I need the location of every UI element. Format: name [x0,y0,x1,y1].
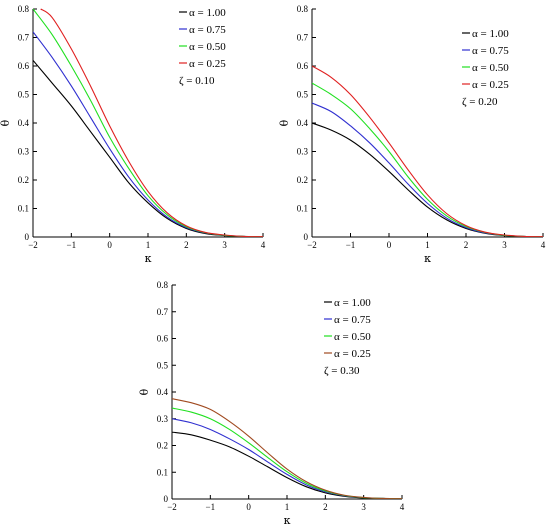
parameter-annotation: ζ = 0.30 [324,365,360,377]
x-tick-label: 2 [323,502,328,512]
x-tick-label: 1 [146,240,151,250]
legend-entry: α = 1.00 [472,28,509,40]
legend-entry: α = 0.75 [334,314,371,326]
y-tick-label: 0.2 [297,175,308,185]
chart-panel-2: −2 −1 0 1 2 3 4 0 0.1 0.2 0.3 0.4 0.5 0.6 0.7 0.8 κ θ α = … [278,4,546,265]
y-tick-label: 0.5 [157,360,169,370]
x-tick-label: 2 [184,240,189,250]
y-tick-label: 0 [304,232,309,242]
y-tick-label: 0.3 [157,414,169,424]
y-tick-label: 0.4 [297,118,309,128]
x-tick-label: 4 [400,502,405,512]
x-tick-label: 0 [107,240,112,250]
x-tick-label: 0 [246,502,251,512]
series-line-1 [33,59,263,237]
y-tick-label: 0.2 [18,175,29,185]
x-tick-label: 1 [285,502,290,512]
x-tick-label: 0 [387,240,392,250]
legend-entry: α = 0.75 [472,45,509,57]
legend-entry: α = 1.00 [334,297,371,309]
y-tick-label: 0.5 [297,90,309,100]
x-tick-label: 3 [361,502,366,512]
y-tick-label: 0.3 [297,147,309,157]
legend-entry: α = 0.25 [189,58,226,70]
y-tick-label: 0.1 [297,204,308,214]
y-axis-title: θ [278,119,291,126]
x-tick-label: 4 [541,240,546,250]
y-tick-label: 0.6 [297,61,309,71]
chart-panel-3: −2 −1 0 1 2 3 4 0 0.1 0.2 0.3 0.4 0.5 0.6 0.7 0.8 κ θ α = … [138,280,405,527]
y-axis-title: θ [0,119,12,126]
x-tick-label: 3 [502,240,507,250]
y-tick-label: 0.6 [157,334,169,344]
legend-entry: α = 0.50 [334,331,371,343]
y-tick-label: 0.8 [18,4,30,14]
y-tick-label: 0.3 [18,147,30,157]
x-tick-label: 1 [425,240,430,250]
series-line-4 [172,398,402,499]
x-axis-title: κ [145,252,152,265]
x-tick-label: 3 [222,240,227,250]
x-tick-label: −1 [67,240,77,250]
legend-entry: α = 0.25 [472,79,509,91]
legend-entry: α = 1.00 [189,7,226,19]
x-axis-title: κ [284,514,291,527]
y-axis-title: θ [138,388,151,395]
y-tick-label: 0.7 [18,33,30,43]
x-tick-label: −1 [346,240,356,250]
legend-entry: α = 0.75 [189,24,226,36]
x-tick-label: 4 [261,240,266,250]
y-tick-label: 0.5 [18,90,30,100]
y-tick-label: 0.7 [157,307,169,317]
y-tick-label: 0.6 [18,61,30,71]
series-line-2 [312,102,543,237]
series-line-2 [172,418,402,499]
y-tick-label: 0 [25,232,30,242]
legend-entry: α = 0.25 [334,348,371,360]
x-tick-label: −2 [307,240,317,250]
y-tick-label: 0.2 [157,441,168,451]
y-tick-label: 0.1 [157,467,168,477]
series-line-4 [40,8,263,237]
x-tick-label: −2 [28,240,38,250]
parameter-annotation: ζ = 0.20 [462,96,498,108]
y-tick-label: 0.8 [157,280,169,290]
x-tick-label: −1 [206,502,216,512]
y-tick-label: 0.8 [297,4,309,14]
parameter-annotation: ζ = 0.10 [179,75,215,87]
y-tick-label: 0.4 [157,387,169,397]
y-tick-label: 0.7 [297,33,309,43]
x-axis-title: κ [424,252,431,265]
series-line-1 [312,122,543,237]
y-tick-label: 0 [164,494,169,504]
x-tick-label: 2 [464,240,469,250]
y-tick-label: 0.1 [18,204,29,214]
legend-entry: α = 0.50 [189,41,226,53]
series-line-3 [172,407,402,499]
y-tick-label: 0.4 [18,118,30,128]
series-line-4 [312,65,543,237]
chart-panel-1: −2 −1 0 1 2 3 4 0 0.1 0.2 0.3 0.4 0.5 0.6 0.7 0.8 κ θ α = … [0,4,266,265]
series-line-2 [33,31,263,237]
series-line-1 [172,431,402,499]
series-line-3 [312,82,543,237]
x-tick-label: −2 [167,502,177,512]
legend-entry: α = 0.50 [472,62,509,74]
